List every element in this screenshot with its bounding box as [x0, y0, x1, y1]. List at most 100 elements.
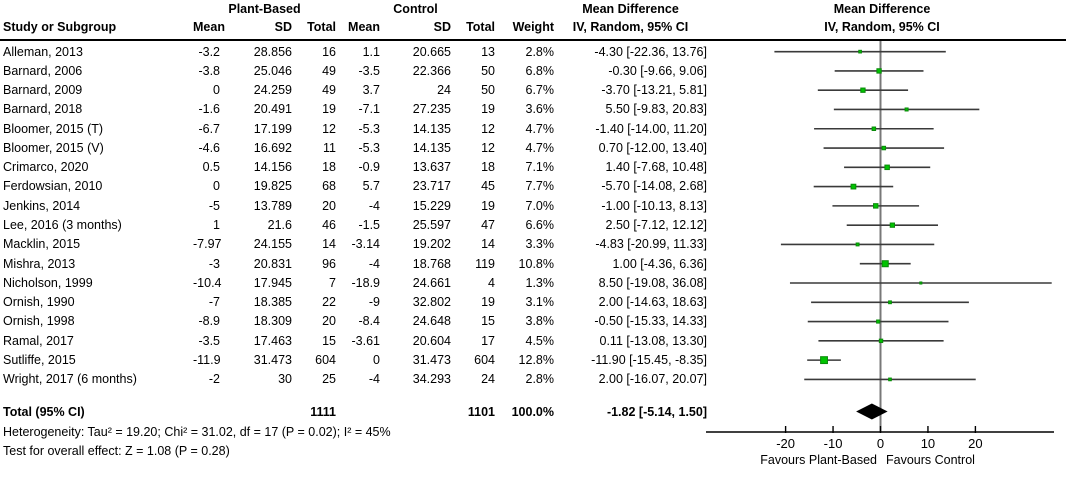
total-plant-based: 96 — [322, 256, 336, 271]
mean-plant-based: 0 — [213, 83, 220, 98]
mean-plant-based: -5 — [208, 198, 220, 213]
total-plant-based: 25 — [322, 372, 336, 387]
mean-control: -3.5 — [358, 63, 380, 78]
ci-text: -0.50 [-15.33, 14.33] — [594, 314, 707, 329]
total-plant-based: 68 — [322, 179, 336, 194]
study-name: Barnard, 2018 — [3, 102, 83, 117]
col-sd-ctrl: SD — [433, 20, 451, 34]
total-control: 19 — [481, 102, 495, 117]
study-row: Ramal, 2017 -3.5 17.463 15 -3.61 20.604 … — [0, 331, 707, 350]
col-total-ctrl: Total — [466, 20, 495, 34]
total-plant-based: 11 — [323, 140, 336, 155]
weight-value: 4.7% — [525, 121, 555, 136]
study-row: Barnard, 2006 -3.8 25.046 49 -3.5 22.366… — [0, 61, 707, 80]
mean-control: -8.4 — [358, 314, 380, 329]
mean-plant-based: -3.5 — [198, 333, 220, 348]
sd-plant-based: 17.199 — [253, 121, 292, 136]
total-plant-based: 22 — [322, 295, 336, 310]
sd-plant-based: 20.491 — [253, 102, 292, 117]
column-headers: Study or Subgroup Mean SD Total Mean SD … — [0, 20, 707, 34]
study-row: Bloomer, 2015 (V) -4.6 16.692 11 -5.3 14… — [0, 138, 707, 157]
col-study: Study or Subgroup — [3, 20, 117, 34]
study-row: Jenkins, 2014 -5 13.789 20 -4 15.229 19 … — [0, 196, 707, 215]
mean-control: -5.3 — [358, 121, 380, 136]
effect-marker — [904, 107, 909, 112]
sd-plant-based: 18.385 — [253, 295, 292, 310]
ci-text: -0.30 [-9.66, 9.06] — [608, 63, 707, 78]
weight-value: 6.8% — [525, 63, 555, 78]
study-name: Bloomer, 2015 (T) — [3, 121, 104, 136]
total-plant-based: 14 — [322, 237, 336, 252]
mean-control: 3.7 — [362, 83, 380, 98]
total-control: 4 — [488, 275, 495, 290]
total-control: 18 — [481, 160, 495, 175]
sd-control: 15.229 — [412, 198, 451, 213]
weight-value: 7.7% — [525, 179, 555, 194]
mean-plant-based: -10.4 — [193, 275, 222, 290]
study-name: Ornish, 1990 — [3, 295, 75, 310]
group-header-control: Control — [393, 2, 438, 16]
total-control: 47 — [481, 218, 495, 233]
mean-control: 5.7 — [362, 179, 380, 194]
sd-control: 22.366 — [412, 63, 451, 78]
total-diamond — [856, 403, 888, 420]
ci-text: 2.00 [-16.07, 20.07] — [598, 372, 707, 387]
effect-marker — [873, 203, 879, 209]
weight-value: 3.3% — [525, 237, 555, 252]
plot-title-line1: Mean Difference — [833, 2, 931, 16]
ci-text: 0.11 [-13.08, 13.30] — [599, 333, 708, 348]
effect-marker — [876, 68, 882, 74]
ci-text: -4.83 [-20.99, 11.33] — [595, 237, 707, 252]
mean-control: 0 — [373, 352, 380, 367]
mean-control: -0.9 — [358, 160, 380, 175]
sd-control: 34.293 — [412, 372, 451, 387]
total-control: 19 — [481, 295, 495, 310]
total-plant-based: 12 — [322, 121, 336, 136]
weight-value: 3.1% — [525, 295, 555, 310]
effect-marker — [878, 338, 884, 344]
study-name: Ramal, 2017 — [3, 333, 74, 348]
total-control: 17 — [481, 333, 495, 348]
total-control: 45 — [481, 179, 495, 194]
study-row: Barnard, 2009 0 24.259 49 3.7 24 50 6.7%… — [0, 81, 707, 100]
total-control: 12 — [481, 140, 495, 155]
total-control: 119 — [475, 256, 495, 271]
group-header-plant-based: Plant-Based — [228, 2, 301, 16]
effect-marker — [850, 183, 857, 190]
total-plant-based: 49 — [322, 83, 336, 98]
ci-text: -5.70 [-14.08, 2.68] — [601, 179, 707, 194]
sd-control: 24.648 — [412, 314, 451, 329]
weight-value: 10.8% — [518, 256, 554, 271]
mean-control: -5.3 — [358, 140, 380, 155]
x-tick-label: 10 — [920, 436, 936, 451]
mean-plant-based: -3.2 — [198, 44, 220, 59]
total-control: 13 — [481, 44, 495, 59]
total-row: Total (95% CI) 1111 1101 100.0% -1.82 [-… — [0, 402, 707, 421]
total-control: 15 — [481, 314, 495, 329]
weight-value: 1.3% — [525, 275, 555, 290]
sd-control: 27.235 — [412, 102, 451, 117]
total-n-plant-based: 1111 — [310, 404, 336, 419]
mean-plant-based: -7.97 — [193, 237, 222, 252]
total-n-control: 1101 — [467, 404, 495, 419]
effect-marker — [858, 49, 862, 54]
effect-marker — [888, 300, 892, 305]
ci-text: 1.00 [-4.36, 6.36] — [612, 256, 707, 271]
effect-marker — [881, 260, 889, 268]
study-row: Ornish, 1998 -8.9 18.309 20 -8.4 24.648 … — [0, 312, 707, 331]
study-name: Ferdowsian, 2010 — [3, 179, 103, 194]
sd-control: 13.637 — [412, 160, 451, 175]
mean-plant-based: -3.8 — [198, 63, 220, 78]
total-weight: 100.0% — [511, 404, 554, 419]
effect-marker — [860, 87, 866, 93]
weight-value: 3.8% — [525, 314, 555, 329]
total-control: 24 — [481, 372, 495, 387]
mean-plant-based: -6.7 — [198, 121, 220, 136]
study-row: Barnard, 2018 -1.6 20.491 19 -7.1 27.235… — [0, 100, 707, 119]
table-header: Plant-Based Control Mean Difference Mean… — [0, 0, 1066, 41]
total-plant-based: 7 — [329, 275, 336, 290]
study-row: Bloomer, 2015 (T) -6.7 17.199 12 -5.3 14… — [0, 119, 707, 138]
sd-plant-based: 24.155 — [253, 237, 292, 252]
mean-control: -4 — [368, 198, 380, 213]
